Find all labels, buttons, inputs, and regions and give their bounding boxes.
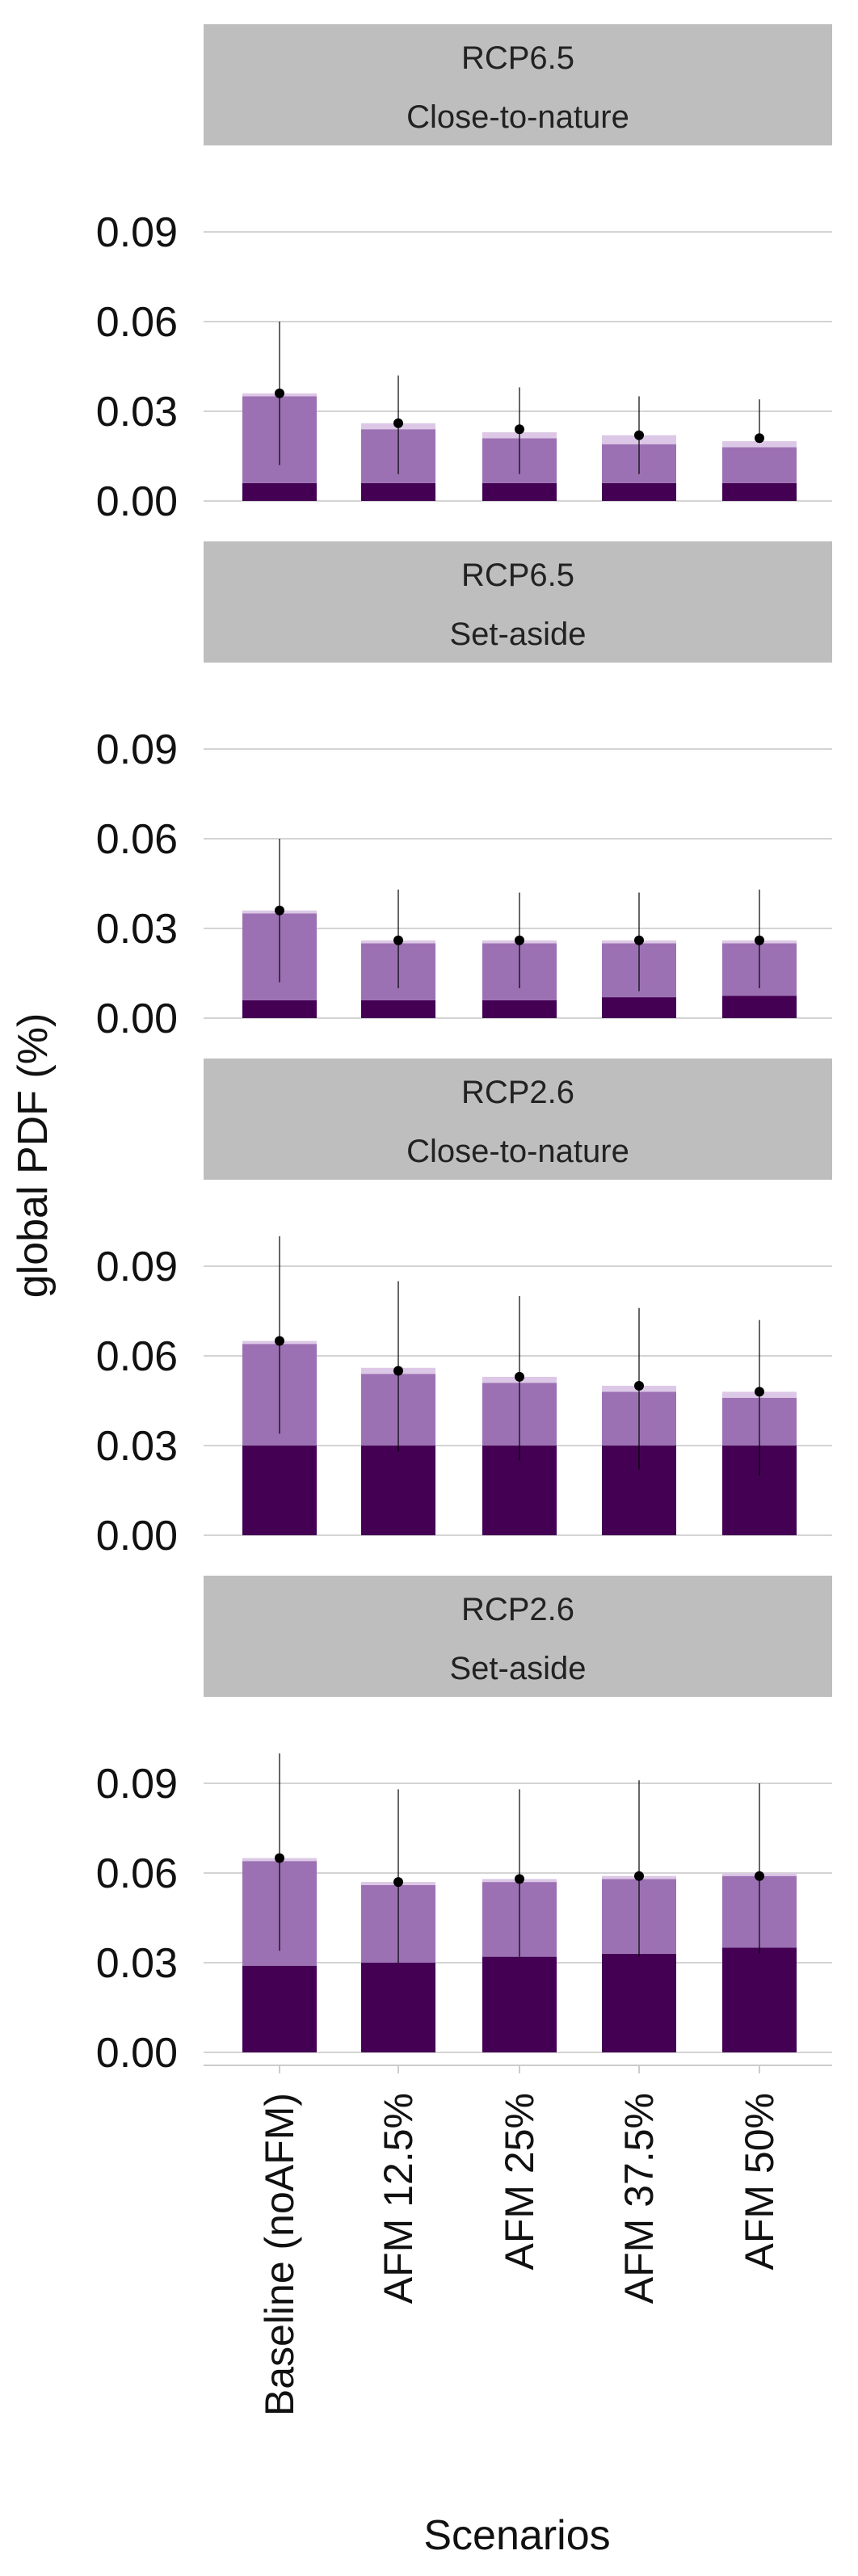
- facet-strip-label-scenario: RCP2.6: [461, 1592, 574, 1627]
- bar-segment-bottom: [361, 1000, 435, 1018]
- mean-point: [515, 1371, 524, 1382]
- y-tick-label: 0.09: [96, 1244, 178, 1290]
- panel-2: RCP6.5 Set-aside 0.00 0.03 0.06 0.09: [96, 541, 832, 1042]
- mean-point: [755, 1387, 764, 1397]
- facet-strip: [204, 24, 832, 145]
- bar-segment-bottom: [482, 1000, 557, 1018]
- mean-point: [634, 1871, 644, 1881]
- bar-segment-bottom: [482, 1956, 557, 2052]
- mean-point: [275, 1853, 284, 1863]
- x-axis-title: Scenarios: [423, 2512, 610, 2559]
- bar-segment-bottom: [242, 1965, 317, 2052]
- panel-4: RCP2.6 Set-aside 0.00 0.03 0.06 0.09: [96, 1576, 832, 2077]
- mean-point: [275, 1336, 284, 1346]
- bar-segment-bottom: [361, 482, 435, 501]
- bar-segment-middle: [722, 447, 797, 483]
- bar-segment-bottom: [361, 1446, 435, 1535]
- panel-1: RCP6.5 Close-to-nature 0.00 0.03 0.06 0.09: [96, 24, 832, 525]
- bar-segment-bottom: [602, 482, 676, 501]
- y-tick-label: 0.06: [96, 1850, 178, 1897]
- y-tick-label: 0.03: [96, 1940, 178, 1987]
- y-tick-label: 0.00: [96, 1513, 178, 1559]
- bar-segment-bottom: [602, 1953, 676, 2052]
- y-tick-label: 0.09: [96, 209, 178, 256]
- x-axis: Baseline (noAFM) AFM 12.5% AFM 25% AFM 37.5…: [204, 2065, 832, 2416]
- y-tick-label: 0.06: [96, 1333, 178, 1380]
- x-tick-label: AFM 37.5%: [616, 2093, 662, 2304]
- bar-segment-bottom: [482, 482, 557, 501]
- mean-point: [755, 433, 764, 444]
- bar-segment-bottom: [722, 1947, 797, 2052]
- y-tick-label: 0.00: [96, 2030, 178, 2077]
- mean-point: [634, 1381, 644, 1391]
- facet-strip-label-scenario: RCP6.5: [461, 558, 574, 593]
- facet-strip-label-management: Close-to-nature: [406, 99, 629, 135]
- facet-strip-label-management: Set-aside: [450, 1651, 587, 1686]
- facet-strip-label-management: Set-aside: [450, 617, 587, 652]
- mean-point: [275, 388, 284, 398]
- mean-point: [393, 1366, 403, 1376]
- bar-segment-top: [722, 441, 797, 448]
- facet-strip-label-scenario: RCP2.6: [461, 1075, 574, 1110]
- bar-segment-bottom: [361, 1963, 435, 2052]
- bar-segment-bottom: [242, 1446, 317, 1535]
- facet-strip: [204, 1059, 832, 1180]
- mean-point: [393, 418, 403, 428]
- x-tick-label: Baseline (noAFM): [257, 2093, 302, 2416]
- x-tick-label: AFM 50%: [737, 2093, 782, 2271]
- bar-segment-bottom: [602, 997, 676, 1018]
- y-axis-title: global PDF (%): [10, 1013, 57, 1299]
- bar-segment-bottom: [242, 482, 317, 501]
- mean-point: [515, 1874, 524, 1884]
- bar-segment-bottom: [722, 482, 797, 501]
- y-tick-label: 0.06: [96, 816, 178, 863]
- y-tick-label: 0.03: [96, 389, 178, 436]
- bar-segment-bottom: [722, 995, 797, 1018]
- y-tick-label: 0.03: [96, 1423, 178, 1470]
- mean-point: [393, 1877, 403, 1888]
- bar-segment-bottom: [242, 1000, 317, 1018]
- y-tick-label: 0.09: [96, 726, 178, 773]
- y-tick-label: 0.00: [96, 995, 178, 1042]
- y-tick-label: 0.03: [96, 906, 178, 953]
- chart-panels: RCP6.5Close-to-nature0.000.030.060.09RCP…: [96, 24, 832, 2077]
- y-tick-label: 0.00: [96, 478, 178, 525]
- facet-strip-label-management: Close-to-nature: [406, 1134, 629, 1169]
- mean-point: [755, 1871, 764, 1881]
- mean-point: [393, 935, 403, 945]
- mean-point: [275, 905, 284, 915]
- x-tick-label: AFM 12.5%: [376, 2093, 421, 2304]
- y-tick-label: 0.09: [96, 1761, 178, 1808]
- facet-strip-label-scenario: RCP6.5: [461, 40, 574, 76]
- mean-point: [755, 935, 764, 945]
- panel-3: RCP2.6 Close-to-nature 0.00 0.03 0.06 0.09: [96, 1059, 832, 1559]
- x-tick-label: AFM 25%: [497, 2093, 542, 2271]
- facet-strip: [204, 1576, 832, 1697]
- y-tick-label: 0.06: [96, 299, 178, 346]
- facet-strip: [204, 541, 832, 663]
- mean-point: [515, 424, 524, 435]
- mean-point: [634, 430, 644, 440]
- mean-point: [515, 935, 524, 945]
- mean-point: [634, 935, 644, 945]
